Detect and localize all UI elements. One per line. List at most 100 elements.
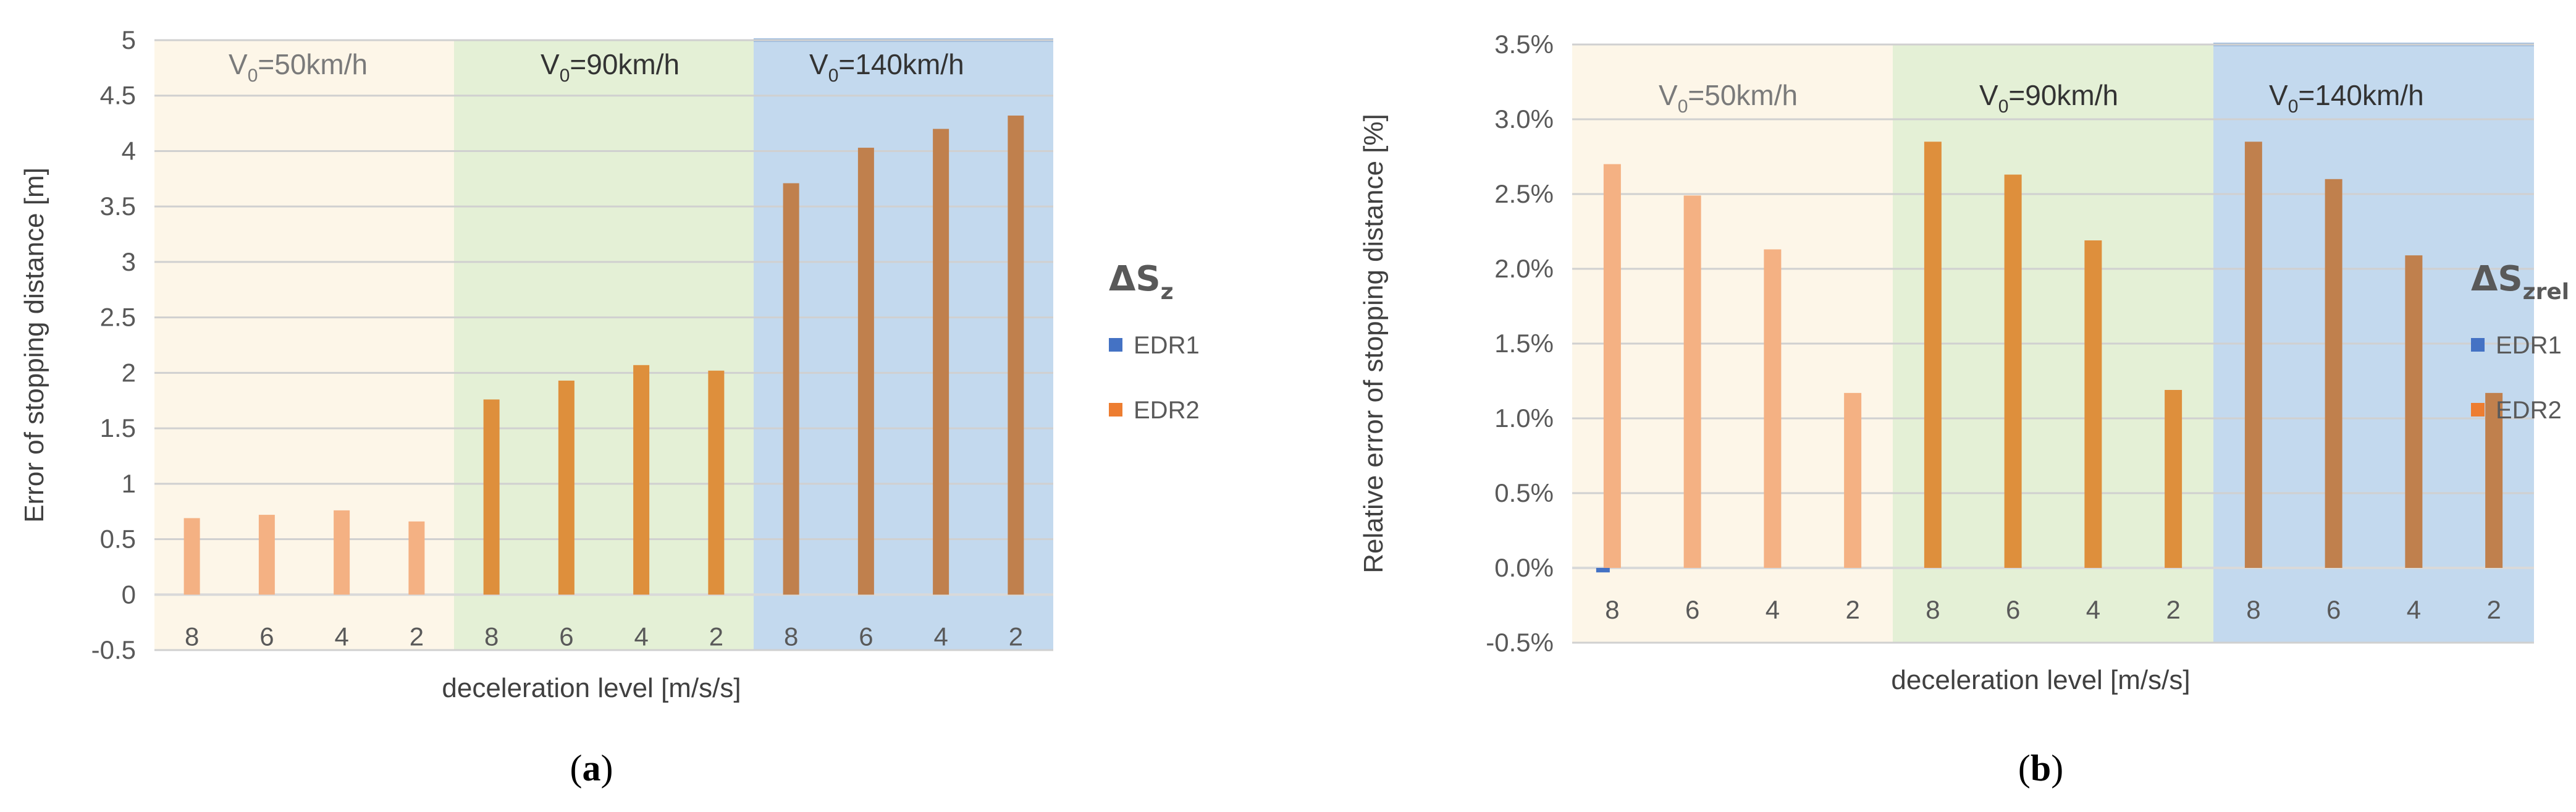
group-band bbox=[154, 40, 454, 650]
caption-open: ( bbox=[2018, 748, 2031, 789]
legend-swatch bbox=[1109, 403, 1122, 417]
legend-title: ΔSzrel bbox=[2471, 259, 2569, 305]
x-tick-label: 8 bbox=[1605, 595, 1619, 624]
legend-title-main: ΔS bbox=[1109, 259, 1161, 299]
x-tick-label: 4 bbox=[1766, 595, 1780, 624]
caption-close: ) bbox=[601, 748, 613, 789]
group-label-sub: 0 bbox=[248, 66, 258, 86]
y-tick-label: 1.5 bbox=[100, 413, 136, 442]
caption-letter: b bbox=[2031, 748, 2051, 789]
x-axis-title: deceleration level [m/s/s] bbox=[1891, 665, 2190, 695]
bar-edr2 bbox=[1683, 195, 1701, 568]
panel-caption: (a) bbox=[570, 748, 613, 789]
group-label-sub: 0 bbox=[828, 66, 839, 86]
bar-edr2 bbox=[1924, 142, 1942, 569]
y-tick-label: 3 bbox=[122, 247, 136, 276]
legend-title: ΔSz bbox=[1109, 259, 1174, 305]
x-tick-label: 4 bbox=[634, 622, 648, 651]
group-label-v: V bbox=[541, 48, 560, 80]
bar-edr2 bbox=[1844, 392, 1862, 568]
bar-edr2 bbox=[2325, 179, 2342, 568]
bar-edr2 bbox=[783, 183, 799, 595]
bar-edr2 bbox=[2004, 174, 2022, 568]
legend-label: EDR2 bbox=[1134, 397, 1200, 424]
x-tick-label: 4 bbox=[2086, 595, 2100, 624]
bar-edr2 bbox=[633, 365, 650, 595]
y-tick-label: 5 bbox=[122, 25, 136, 54]
bar-edr2 bbox=[558, 380, 575, 595]
legend-label: EDR1 bbox=[1134, 332, 1200, 359]
bar-edr2 bbox=[334, 510, 350, 595]
group-label-sub: 0 bbox=[560, 66, 570, 86]
x-tick-label: 2 bbox=[2166, 595, 2180, 624]
y-tick-label: 2 bbox=[122, 358, 136, 387]
group-band bbox=[454, 40, 754, 650]
chart-panel-b: -0.5%0.0%0.5%1.0%1.5%2.0%2.5%3.0%3.5%V0=… bbox=[1358, 30, 2569, 789]
x-tick-label: 8 bbox=[784, 622, 798, 651]
x-tick-label: 6 bbox=[1685, 595, 1699, 624]
bar-edr2 bbox=[708, 370, 725, 595]
group-label-v: V bbox=[1979, 79, 1998, 111]
group-label: V0=140km/h bbox=[2269, 79, 2424, 117]
y-tick-label: -0.5 bbox=[91, 635, 136, 664]
x-tick-label: 6 bbox=[2326, 595, 2341, 624]
group-label-v: V bbox=[2269, 79, 2288, 111]
group-label-rest: =140km/h bbox=[2298, 79, 2423, 111]
group-label-sub: 0 bbox=[1678, 96, 1688, 117]
y-axis-title: Error of stopping distance [m] bbox=[19, 167, 49, 523]
x-tick-label: 6 bbox=[859, 622, 873, 651]
caption-close: ) bbox=[2051, 748, 2063, 789]
bar-edr2 bbox=[183, 518, 200, 595]
group-label: V0=50km/h bbox=[1659, 79, 1798, 117]
group-label: V0=50km/h bbox=[229, 48, 368, 86]
bar-edr2 bbox=[1008, 116, 1024, 595]
legend-label: EDR2 bbox=[2496, 397, 2562, 424]
x-tick-label: 4 bbox=[933, 622, 948, 651]
x-tick-label: 8 bbox=[1926, 595, 1940, 624]
bar-edr2 bbox=[408, 521, 425, 595]
y-tick-label: 0 bbox=[122, 580, 136, 609]
bar-edr2 bbox=[1603, 164, 1621, 569]
x-tick-label: 8 bbox=[185, 622, 199, 651]
y-tick-label: 2.5% bbox=[1494, 179, 1554, 208]
x-tick-label: 2 bbox=[1009, 622, 1023, 651]
y-tick-label: 1.5% bbox=[1494, 329, 1554, 358]
group-label-v: V bbox=[1659, 79, 1678, 111]
x-tick-label: 2 bbox=[1845, 595, 1859, 624]
bar-edr2 bbox=[933, 129, 949, 595]
y-tick-label: 4 bbox=[122, 136, 136, 165]
group-label: V0=90km/h bbox=[541, 48, 680, 86]
bar-edr2 bbox=[1764, 249, 1782, 568]
panel-caption: (b) bbox=[2018, 748, 2063, 789]
x-tick-label: 8 bbox=[484, 622, 499, 651]
group-label-rest: =50km/h bbox=[1688, 79, 1798, 111]
y-tick-label: 0.0% bbox=[1494, 553, 1554, 582]
group-band bbox=[754, 40, 1053, 650]
x-tick-label: 8 bbox=[2246, 595, 2260, 624]
group-label-rest: =140km/h bbox=[838, 48, 964, 80]
bar-edr1 bbox=[1596, 568, 1610, 573]
legend-title-sub: z bbox=[1161, 279, 1174, 305]
x-axis-title: deceleration level [m/s/s] bbox=[442, 673, 741, 703]
y-tick-label: 3.0% bbox=[1494, 104, 1554, 133]
bar-edr2 bbox=[2084, 240, 2102, 568]
bar-edr2 bbox=[2405, 255, 2423, 568]
y-tick-label: 0.5 bbox=[100, 525, 136, 554]
y-tick-label: 3.5 bbox=[100, 192, 136, 221]
bar-edr2 bbox=[2165, 390, 2182, 568]
x-tick-label: 6 bbox=[259, 622, 274, 651]
group-label: V0=90km/h bbox=[1979, 79, 2118, 117]
legend-swatch bbox=[2471, 338, 2485, 352]
caption-open: ( bbox=[570, 748, 583, 789]
group-label-v: V bbox=[809, 48, 828, 80]
x-tick-label: 2 bbox=[2486, 595, 2501, 624]
y-tick-label: 1.0% bbox=[1494, 404, 1554, 433]
caption-letter: a bbox=[583, 748, 601, 789]
bar-edr2 bbox=[2244, 142, 2262, 569]
legend-swatch bbox=[2471, 403, 2485, 417]
y-axis-title: Relative error of stopping distance [%] bbox=[1358, 114, 1389, 573]
y-tick-label: 3.5% bbox=[1494, 30, 1554, 59]
bar-edr2 bbox=[2485, 392, 2503, 568]
group-label: V0=140km/h bbox=[809, 48, 964, 86]
